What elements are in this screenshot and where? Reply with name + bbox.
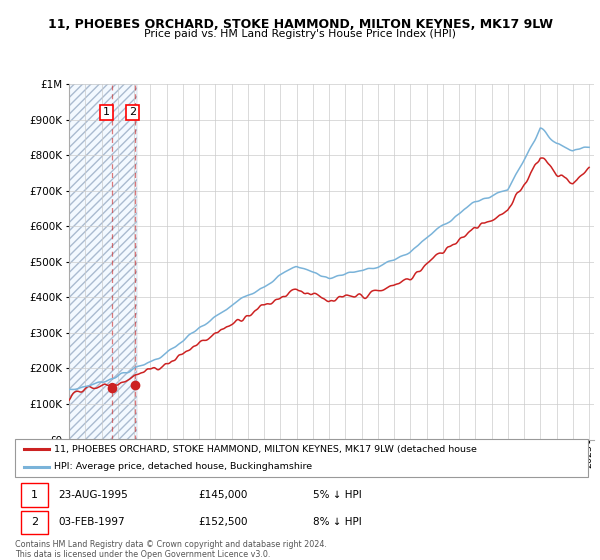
- Text: 5% ↓ HPI: 5% ↓ HPI: [313, 490, 362, 500]
- Text: 8% ↓ HPI: 8% ↓ HPI: [313, 517, 362, 527]
- Text: 1: 1: [103, 108, 110, 118]
- Text: 1: 1: [31, 490, 38, 500]
- Text: £152,500: £152,500: [199, 517, 248, 527]
- Bar: [69, 84, 137, 440]
- Text: Contains HM Land Registry data © Crown copyright and database right 2024.
This d: Contains HM Land Registry data © Crown c…: [15, 540, 327, 559]
- Text: 11, PHOEBES ORCHARD, STOKE HAMMOND, MILTON KEYNES, MK17 9LW (detached house: 11, PHOEBES ORCHARD, STOKE HAMMOND, MILT…: [54, 445, 477, 454]
- FancyBboxPatch shape: [15, 439, 588, 477]
- Text: 2: 2: [129, 108, 136, 118]
- Text: £145,000: £145,000: [199, 490, 248, 500]
- FancyBboxPatch shape: [21, 483, 48, 507]
- Text: HPI: Average price, detached house, Buckinghamshire: HPI: Average price, detached house, Buck…: [54, 463, 312, 472]
- Text: 23-AUG-1995: 23-AUG-1995: [58, 490, 128, 500]
- Text: 11, PHOEBES ORCHARD, STOKE HAMMOND, MILTON KEYNES, MK17 9LW: 11, PHOEBES ORCHARD, STOKE HAMMOND, MILT…: [47, 18, 553, 31]
- Text: 03-FEB-1997: 03-FEB-1997: [58, 517, 125, 527]
- Text: 2: 2: [31, 517, 38, 527]
- Bar: [69, 84, 137, 440]
- Text: Price paid vs. HM Land Registry's House Price Index (HPI): Price paid vs. HM Land Registry's House …: [144, 29, 456, 39]
- FancyBboxPatch shape: [21, 511, 48, 534]
